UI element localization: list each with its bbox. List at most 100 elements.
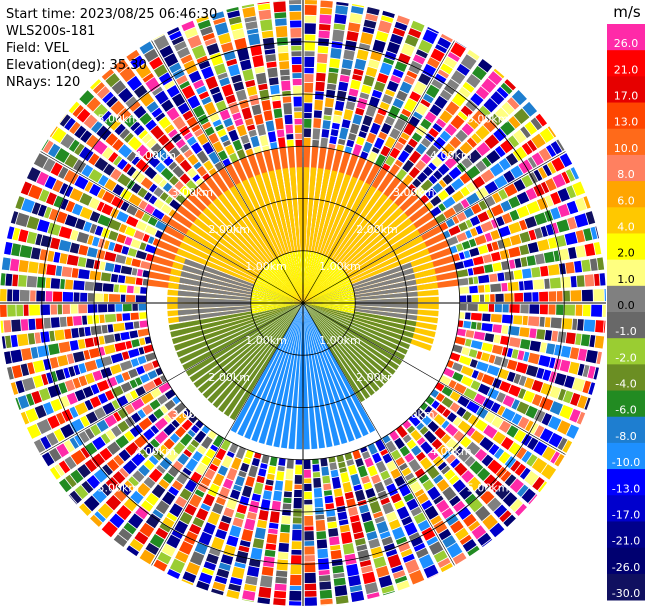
noise-cell [212,434,224,448]
noise-cell [139,320,149,328]
noise-cell [118,528,133,541]
colorbar-swatch [607,102,645,130]
noise-cell [507,135,520,148]
noise-cell [458,221,468,232]
noise-cell [204,38,217,46]
noise-cell [162,472,175,484]
noise-cell [595,226,599,239]
noise-cell [239,59,252,71]
noise-cell [545,343,556,355]
noise-cell [292,72,302,79]
noise-cell [246,86,258,96]
noise-cell [234,475,245,487]
noise-cell [94,407,107,420]
noise-cell [186,180,198,192]
noise-cell [166,512,178,522]
noise-cell [20,411,30,425]
noise-cell [426,465,440,480]
noise-cell [119,66,136,83]
noise-cell [115,254,127,264]
noise-cell [250,135,260,148]
noise-cell [394,159,404,168]
noise-cell [443,367,455,378]
noise-cell [477,383,491,396]
noise-cell [413,542,426,552]
noise-cell [329,536,340,546]
noise-cell [273,598,286,606]
noise-cell [566,424,580,439]
noise-cell [304,51,315,57]
ray-cell [303,303,370,400]
noise-cell [487,388,500,400]
noise-cell [495,485,510,500]
noise-cell [521,434,532,447]
noise-cell [469,215,481,226]
noise-cell [78,268,90,280]
noise-cell [467,118,479,130]
noise-cell [377,20,392,34]
noise-cell [484,232,493,242]
noise-cell [43,317,51,329]
noise-cell [315,81,325,92]
noise-cell [79,503,92,516]
noise-cell [248,465,258,478]
noise-cell [384,136,396,149]
noise-cell [59,253,68,264]
noise-cell [154,90,169,105]
noise-cell [604,288,606,302]
noise-cell [465,219,473,229]
noise-cell [189,493,203,508]
noise-cell [475,86,490,100]
noise-cell [223,544,236,557]
noise-cell [475,225,483,235]
noise-cell [332,115,342,124]
noise-cell [458,286,469,294]
noise-cell [214,575,228,585]
noise-cell [33,153,49,169]
noise-cell [133,105,147,119]
noise-cell [549,357,556,369]
noise-cell [241,528,254,542]
noise-cell [392,27,406,37]
noise-cell [172,460,184,471]
noise-cell [344,553,357,565]
noise-cell [455,41,467,49]
noise-cell [140,286,148,294]
noise-cell [126,75,143,91]
noise-cell [338,81,349,92]
noise-cell [162,516,175,528]
noise-cell [246,124,256,131]
ray-cell [252,287,303,303]
noise-cell [517,350,525,361]
noise-cell [246,28,259,35]
noise-cell [538,166,548,179]
noise-cell [108,294,121,302]
noise-cell [438,528,452,541]
noise-cell [159,523,171,533]
noise-cell [256,123,267,136]
noise-cell [58,239,72,252]
colorbar-tick-label: 0.0 [617,299,635,312]
colorbar-swatch [607,573,645,601]
noise-cell [38,387,51,402]
noise-cell [229,489,241,500]
noise-cell [466,400,480,414]
noise-cell [391,526,405,540]
noise-cell [481,454,494,467]
noise-cell [219,77,231,87]
noise-cell [368,96,380,108]
noise-cell [52,179,64,193]
noise-cell [304,103,313,113]
noise-cell [125,340,133,349]
ring-label: 4.00km [134,445,176,458]
noise-cell [242,69,254,82]
ray-cell [303,282,352,303]
noise-cell [362,571,376,585]
noise-cell [119,467,129,478]
noise-cell [518,281,524,291]
noise-cell [108,151,119,163]
noise-cell [102,402,116,415]
noise-cell [145,352,157,362]
noise-cell [131,339,140,348]
noise-cell [536,197,549,211]
